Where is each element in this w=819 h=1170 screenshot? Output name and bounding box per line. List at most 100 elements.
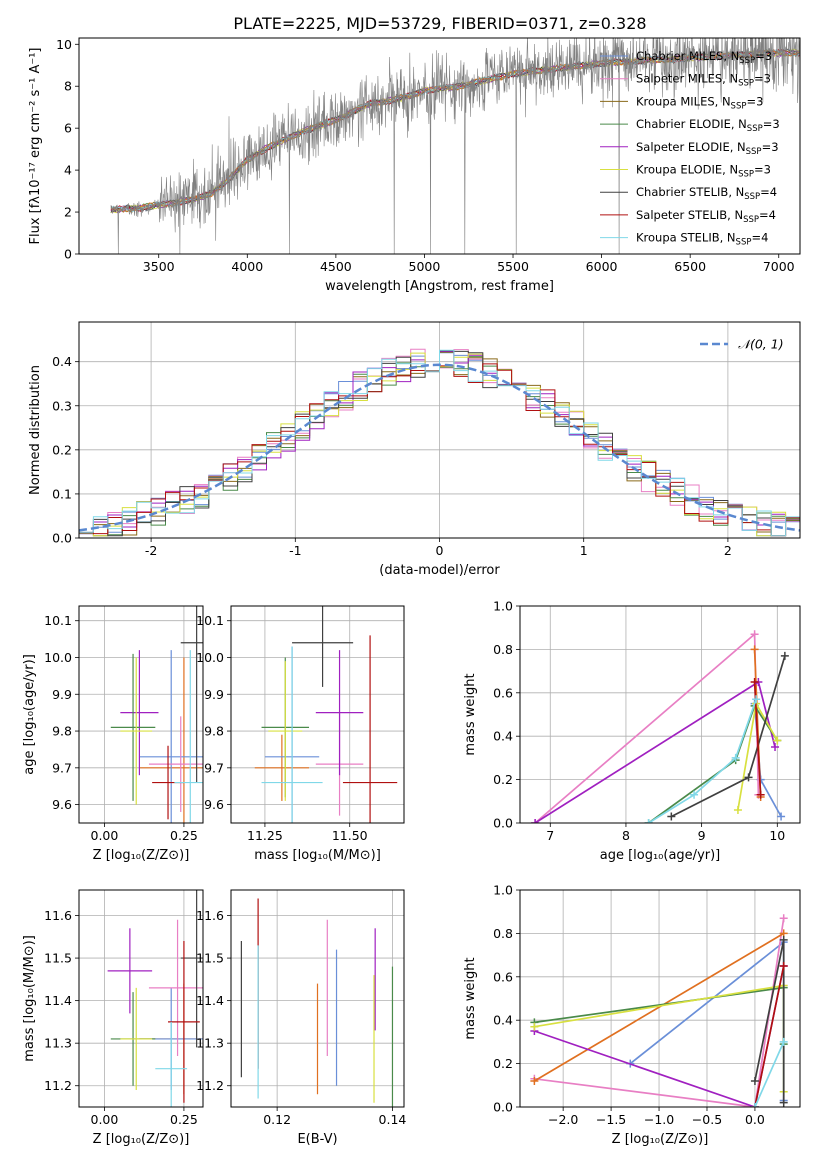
y-tick-label: 0.6 [493,969,513,984]
legend-label: Kroupa MILES, NSSP=3 [636,94,763,111]
y-tick-label: 10.0 [44,650,72,665]
x-tick-label: 2 [724,543,732,558]
panel-mass-Z: 0.00 0.25 11.2 11.3 11.4 11.5 11.6 Z [log₁₀(Z/Z… [22,889,204,1147]
x-tick-label: 0.25 [170,1112,198,1127]
legend: 𝒩(0, 1) [700,337,784,352]
x-axis-label: Z [log₁₀(Z/Z⊙)] [93,1132,190,1147]
y-tick-label: 9.7 [204,760,224,775]
x-tick-label: 3500 [143,259,175,274]
y-tick-label: 11.4 [196,993,224,1008]
x-tick-label: 11.50 [332,828,368,843]
errorbar-point [315,650,364,776]
x-tick-label: 6500 [674,259,706,274]
weight-marker [750,645,759,654]
axes-frame [519,889,801,1108]
y-tick-label: 9.8 [204,724,224,739]
x-tick-label: 5000 [409,259,441,274]
figure-title: PLATE=2225, MJD=53729, FIBERID=0371, z=0… [233,14,646,33]
errorbar-point [180,890,203,1048]
legend-label: Chabrier ELODIE, NSSP=3 [636,117,780,134]
errorbar-point [120,657,153,805]
weight-marker [780,651,789,660]
x-tick-label: -1 [289,543,301,558]
plot-area [107,890,203,1107]
weight-marker [777,812,786,821]
weight-marker [756,790,765,799]
y-tick-label: 11.3 [196,1036,224,1051]
errorbar-point [107,928,153,1014]
y-tick-label: 0.4 [52,354,72,369]
y-axis-label: mass weight [463,673,478,755]
y-axis-label: Flux [fλ10⁻¹⁷ erg cm⁻² s⁻¹ A⁻¹] [28,48,43,245]
x-tick-label: 4000 [231,259,263,274]
weight-marker [530,1076,539,1085]
weight-marker [644,819,653,823]
plot-area [530,914,788,1107]
weight-line [754,1041,785,1107]
panel-residuals: -2 -1 0 1 2 0.0 0.1 0.2 0.3 0.4 (data-model)/error… [28,321,801,578]
errorbar-point [292,606,354,687]
axes-frame [230,605,405,824]
y-tick-label: 0.2 [493,772,513,787]
y-tick-label: 0.4 [493,729,513,744]
weight-line [533,932,785,1082]
panel-mass-EBV: 0.12 0.14 11.2 11.3 11.4 11.5 11.6 E(B-V) [196,889,407,1147]
weight-marker [752,695,761,704]
plot-area [110,606,203,823]
errorbar-point [155,1021,188,1107]
weight-series [644,695,761,823]
y-tick-label: 0.4 [493,1013,513,1028]
histogram-series [79,349,800,537]
weight-marker [779,961,788,970]
y-tick-label: 9.6 [52,797,72,812]
y-tick-label: 0.3 [52,398,72,413]
y-tick-label: 11.2 [196,1078,224,1093]
x-tick-label: −0.5 [692,1112,722,1127]
legend-label: Salpeter ELODIE, NSSP=3 [636,140,779,157]
plot-area [240,898,394,1107]
x-tick-label: 0.00 [91,1112,119,1127]
axes-frame [519,605,801,824]
weight-line [648,699,757,823]
y-tick-label: 0.1 [52,486,72,501]
errorbar-point [139,650,203,823]
weight-marker [779,1037,788,1046]
panel-weight-Z: −2.0 −1.5 −1.0 −0.5 0.0 0.0 0.2 0.4 0.6 0.8 1.0 Z [… [463,883,801,1147]
errorbar-point [148,716,203,812]
y-tick-label: 0.0 [493,1100,513,1115]
x-tick-label: -2 [145,543,157,558]
y-tick-label: 0.2 [493,1056,513,1071]
y-tick-label: 11.6 [44,908,72,923]
errorbar-point [168,941,200,1103]
x-tick-label: 11.25 [247,828,283,843]
x-tick-label: −2.0 [548,1112,578,1127]
x-tick-label: 0.0 [745,1112,765,1127]
x-tick-label: 7 [546,828,554,843]
errorbar-point [261,646,323,823]
legend-label: 𝒩(0, 1) [738,337,784,352]
weight-marker [731,753,740,762]
legend-label: Chabrier MILES, NSSP=3 [636,49,772,66]
weight-marker [530,1022,539,1031]
x-tick-label: −1.5 [596,1112,626,1127]
weight-marker [750,630,759,639]
legend-label: Chabrier STELIB, NSSP=4 [636,185,777,202]
plot-area [531,630,789,823]
x-tick-label: 0.14 [379,1112,407,1127]
y-tick-label: 2 [64,205,72,220]
y-tick-label: 0.8 [493,926,513,941]
y-tick-label: 0.0 [493,816,513,831]
y-tick-label: 10 [56,37,72,52]
x-tick-label: 0.12 [263,1112,291,1127]
y-tick-label: 11.3 [44,1036,72,1051]
y-tick-label: 8 [64,79,72,94]
y-tick-label: 6 [64,121,72,136]
y-tick-label: 10.1 [44,613,72,628]
weight-marker [779,935,788,944]
x-axis-label: wavelength [Angstrom, rest frame] [325,279,554,294]
y-tick-label: 11.6 [196,908,224,923]
weight-series [531,630,763,823]
errorbar-point [174,650,203,823]
y-tick-label: 11.5 [44,951,72,966]
